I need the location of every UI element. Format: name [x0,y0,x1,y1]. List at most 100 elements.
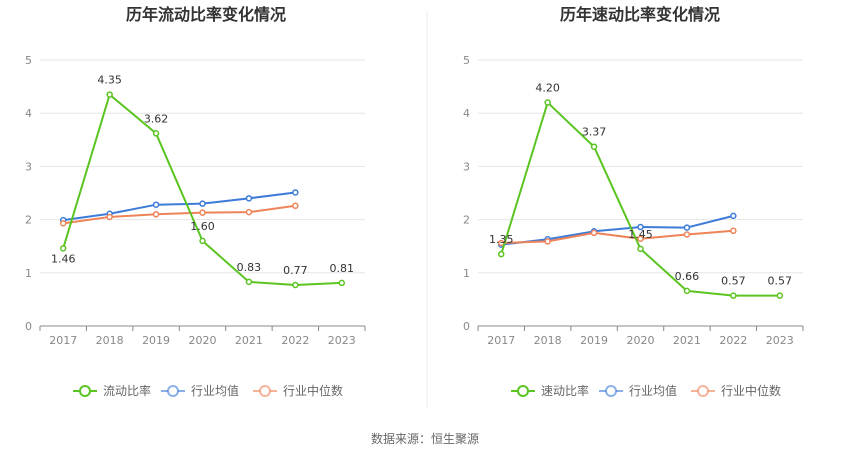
x-tick-label: 2020 [627,334,655,347]
x-tick-label: 2017 [49,334,77,347]
series-line-3 [501,229,734,245]
legend-label: 行业均值 [629,383,677,398]
data-point [637,235,644,243]
y-tick-label: 5 [25,54,32,67]
legend-label: 行业中位数 [721,383,781,398]
data-label: 0.57 [768,275,793,288]
y-tick-label: 3 [463,160,470,173]
legend-label: 行业均值 [191,383,239,398]
data-point [730,227,737,235]
data-label: 0.77 [283,264,308,277]
data-point [683,287,691,295]
data-label: 0.81 [330,262,355,275]
legend-swatch-marker [259,385,271,397]
series-line-3 [63,204,296,225]
x-tick-label: 2019 [580,334,608,347]
x-tick-label: 2018 [96,334,124,347]
data-point [637,245,644,253]
x-tick-label: 2017 [487,334,515,347]
data-point [683,231,691,238]
data-point [544,99,551,106]
legend-item-2: 行业均值 [161,383,239,398]
data-point [199,200,206,207]
data-source: 数据来源：恒生聚源 [371,431,479,446]
x-tick-label: 2023 [766,334,794,347]
y-tick-label: 1 [463,267,470,280]
x-tick-label: 2019 [142,334,170,347]
series-line-1 [500,101,780,297]
y-tick-label: 4 [25,107,32,120]
x-tick-label: 2020 [189,334,217,347]
data-label: 1.46 [51,252,76,265]
data-label: 4.20 [535,82,560,95]
legend-item-2: 行业均值 [599,383,677,398]
data-point [59,220,67,227]
legend-swatch-marker [167,385,179,397]
data-label: 0.66 [675,270,700,283]
x-tick-label: 2022 [719,334,747,347]
data-label: 4.35 [97,74,122,87]
legend-item-3: 行业中位数 [253,383,343,398]
data-point [152,211,160,218]
y-tick-label: 2 [25,214,32,227]
legend-label: 速动比率 [541,383,589,398]
data-label: 3.62 [144,112,169,125]
data-point [637,223,644,231]
data-point [544,238,551,245]
y-tick-label: 5 [463,54,470,67]
y-tick-label: 0 [463,320,470,333]
data-point [106,213,113,221]
data-point [152,130,160,137]
y-tick-label: 0 [25,320,32,333]
data-label: 1.45 [628,228,653,241]
x-tick-label: 2021 [235,334,263,347]
data-point [776,292,784,299]
chart-1: 历年流动比率变化情况 0 1 2 3 4 5 2017 2018 2019 2020 2021 2022… [25,5,366,398]
chart-title: 历年流动比率变化情况 [126,5,286,24]
data-point [338,279,346,287]
data-point [199,237,206,245]
data-label: 1.60 [190,220,215,233]
x-tick-label: 2023 [328,334,356,347]
y-tick-label: 1 [25,267,32,280]
data-point [497,250,505,258]
legend-swatch-marker [79,385,91,397]
data-point [245,278,253,286]
series-line-2 [63,191,296,222]
x-tick-label: 2018 [534,334,562,347]
legend-swatch-marker [517,385,529,397]
data-label: 0.83 [237,261,262,274]
data-point [730,212,737,220]
legend-swatch-marker [605,385,617,397]
legend-item-1: 速动比率 [511,383,589,398]
data-point [292,189,299,196]
legend-swatch-marker [697,385,709,397]
legend-item-3: 行业中位数 [691,383,781,398]
data-label: 3.37 [582,126,607,139]
data-point [292,202,299,210]
data-point [199,209,206,216]
y-tick-label: 3 [25,160,32,173]
x-tick-label: 2021 [673,334,701,347]
data-point [152,201,160,208]
data-point [245,195,253,202]
legend-label: 流动比率 [103,383,151,398]
data-point [590,229,598,237]
data-point [106,91,113,98]
data-point [59,245,67,252]
chart-title: 历年速动比率变化情况 [560,5,720,24]
data-point [292,281,299,289]
data-point [590,143,598,150]
chart-2: 历年速动比率变化情况 0 1 2 3 4 5 2017 2018 2019 2020 2021 2022… [463,5,804,398]
data-label: 1.35 [489,233,514,246]
legend-label: 行业中位数 [283,383,343,398]
data-label: 0.57 [721,275,746,288]
data-point [245,208,253,216]
data-point [730,292,737,299]
series-line-1 [62,93,342,287]
y-tick-label: 2 [463,214,470,227]
data-point [683,224,691,231]
x-tick-label: 2022 [281,334,309,347]
legend-item-1: 流动比率 [73,383,151,398]
